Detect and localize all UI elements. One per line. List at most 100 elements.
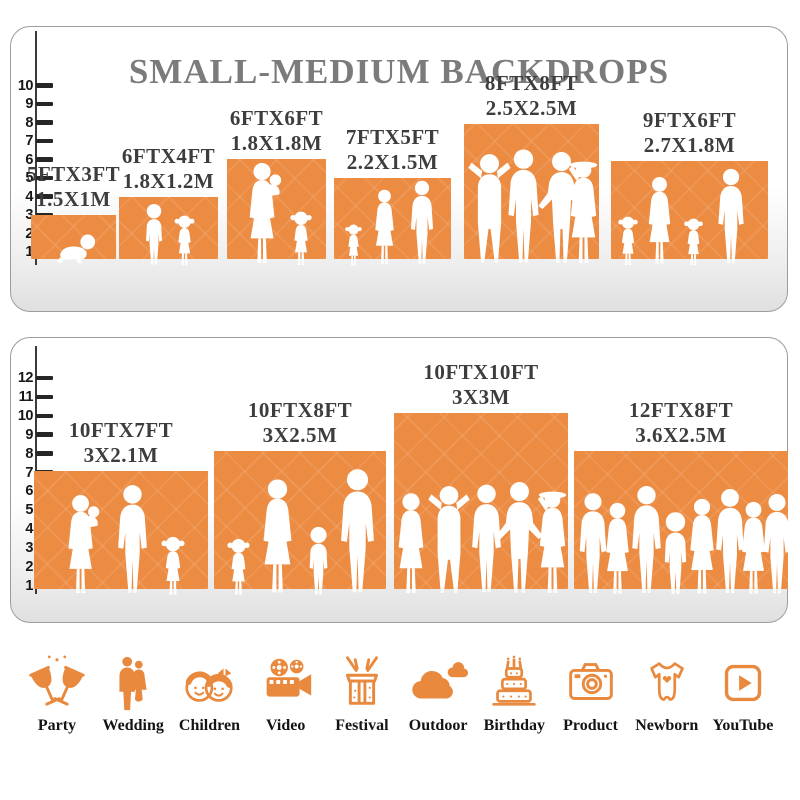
backdrop-size-label: 9FTX6FT 2.7X1.8M <box>642 108 737 158</box>
ruler-tick-number: 6 <box>25 151 33 168</box>
backdrop-10x7ft: 10FTX7FT 3X2.1M <box>34 418 208 595</box>
children-icon <box>185 668 234 702</box>
ruler-tick-dash <box>36 432 53 437</box>
ruler-tick-dash <box>36 83 53 88</box>
category-party: Party <box>20 652 94 735</box>
page-title: SMALL-MEDIUM BACKDROPS <box>128 52 670 92</box>
people-silhouettes <box>468 149 598 263</box>
ruler-tick-number: 2 <box>25 225 33 242</box>
people-silhouettes <box>56 234 96 264</box>
ruler-tick-number: 7 <box>25 464 33 481</box>
ruler-tick-number: 4 <box>25 521 33 538</box>
ruler-tick-dash <box>36 120 53 125</box>
backdrop-9x6ft: 9FTX6FT 2.7X1.8M <box>611 108 768 266</box>
ruler-tick-dash <box>36 451 53 456</box>
category-birthday: Birthday <box>477 652 551 735</box>
backdrop-size-label: 6FTX6FT 1.8X1.8M <box>229 106 324 156</box>
category-label: Newborn <box>635 717 699 734</box>
ruler-tick-dash <box>36 157 53 162</box>
ruler-tick: 8 <box>11 445 53 462</box>
ruler-tick-number: 9 <box>25 426 33 443</box>
category-children: Children <box>172 652 246 735</box>
category-label: YouTube <box>712 717 774 734</box>
category-product: Product <box>554 652 628 735</box>
ruler-tick-number: 8 <box>25 114 33 131</box>
backdrop-size-label: 8FTX8FT 2.5X2.5M <box>484 71 579 121</box>
festival-icon <box>345 656 378 705</box>
backdrop-size-label: 5FTX3FT 1.5X1M <box>26 162 121 212</box>
category-outdoor: Outdoor <box>401 652 475 735</box>
backdrop-rect <box>574 451 791 594</box>
ruler-tick: 10 <box>11 407 53 424</box>
outdoor-icon <box>412 662 469 699</box>
ruler-tick-number: 1 <box>25 577 33 594</box>
category-festival: Festival <box>325 652 399 735</box>
ruler-tick-dash <box>36 175 53 181</box>
ruler-tick: 8 <box>11 114 53 131</box>
backdrop-5x3ft: 5FTX3FT 1.5X1M <box>27 162 120 264</box>
birthday-icon <box>492 655 537 706</box>
backdrop-size-label: 6FTX4FT 1.8X1.2M <box>121 144 216 194</box>
category-label: Festival <box>335 717 389 734</box>
ruler-tick: 11 <box>11 388 53 405</box>
ft-ruler-bottom: 12 11 10 9 8 7 6 5 4 3 2 1 <box>11 338 63 622</box>
backdrop-rect <box>611 161 768 266</box>
backdrop-8x8ft: 8FTX8FT 2.5X2.5M <box>464 71 599 263</box>
ruler-tick: 10 <box>11 77 53 94</box>
people-silhouettes <box>146 203 195 266</box>
ruler-tick-number: 10 <box>17 407 34 424</box>
video-icon <box>266 658 311 697</box>
ruler-tick-number: 1 <box>25 244 33 260</box>
ruler-tick: 7 <box>11 133 53 149</box>
ruler-tick-dash <box>36 375 53 381</box>
people-silhouettes <box>68 485 185 595</box>
ruler-tick-number: 8 <box>25 445 33 462</box>
backdrop-rect <box>334 178 451 266</box>
category-wedding: Wedding <box>96 652 170 735</box>
ft-ruler-top: 10 9 8 7 6 5 4 3 2 1 <box>11 27 63 311</box>
backdrop-rect <box>119 197 218 266</box>
backdrop-rect <box>34 471 208 595</box>
ruler-tick-dash <box>36 413 53 419</box>
ruler-tick-number: 6 <box>25 483 33 500</box>
ruler-tick-number: 12 <box>17 370 34 386</box>
ruler-tick-number: 9 <box>25 96 33 112</box>
ruler-tick-number: 3 <box>25 540 33 557</box>
panel-small-medium: SMALL-MEDIUM BACKDROPS 10 9 8 7 6 5 4 3 2 1 5FTX3… <box>10 26 788 312</box>
backdrop-10x8ft: 10FTX8FT 3X2.5M <box>214 398 386 595</box>
ruler-tick-number: 3 <box>25 207 33 223</box>
ruler-tick-number: 10 <box>17 77 34 94</box>
backdrop-rect <box>394 413 568 593</box>
backdrop-rect <box>214 451 386 595</box>
category-label: Children <box>178 717 240 734</box>
category-label: Birthday <box>483 717 545 734</box>
category-label: Product <box>563 717 618 734</box>
ruler-tick-number: 7 <box>25 133 33 149</box>
backdrop-12x8ft: 12FTX8FT 3.6X2.5M <box>574 398 791 594</box>
ruler-tick: 12 <box>11 370 53 386</box>
ruler-tick-number: 11 <box>18 388 34 405</box>
ruler-tick-number: 5 <box>25 170 33 186</box>
backdrop-size-label: 7FTX5FT 2.2X1.5M <box>345 125 440 175</box>
product-icon <box>568 663 613 700</box>
ruler-tick-dash <box>36 138 53 144</box>
category-label: Wedding <box>102 717 164 734</box>
backdrop-size-label: 12FTX8FT 3.6X2.5M <box>628 398 734 448</box>
people-silhouettes <box>249 162 312 265</box>
backdrop-rect <box>227 159 326 265</box>
category-youtube: YouTube <box>706 652 780 735</box>
people-silhouettes <box>227 469 374 595</box>
ruler-tick: 6 <box>11 151 53 168</box>
wedding-icon <box>119 656 147 711</box>
category-label: Video <box>265 717 306 734</box>
backdrop-10x10ft: 10FTX10FT 3X3M <box>394 360 568 593</box>
backdrop-rect <box>31 215 116 264</box>
party-icon <box>29 655 85 706</box>
category-video: Video <box>249 652 323 735</box>
backdrop-rect <box>464 124 599 263</box>
panel-medium-large: 12 11 10 9 8 7 6 5 4 3 2 1 10FTX7FT 3X2.1M 10FTX8FT… <box>10 337 791 623</box>
ruler-tick: 9 <box>11 426 53 443</box>
newborn-icon <box>649 662 684 701</box>
backdrop-size-label: 10FTX7FT 3X2.1M <box>68 418 174 468</box>
ruler-tick: 4 <box>11 189 53 205</box>
